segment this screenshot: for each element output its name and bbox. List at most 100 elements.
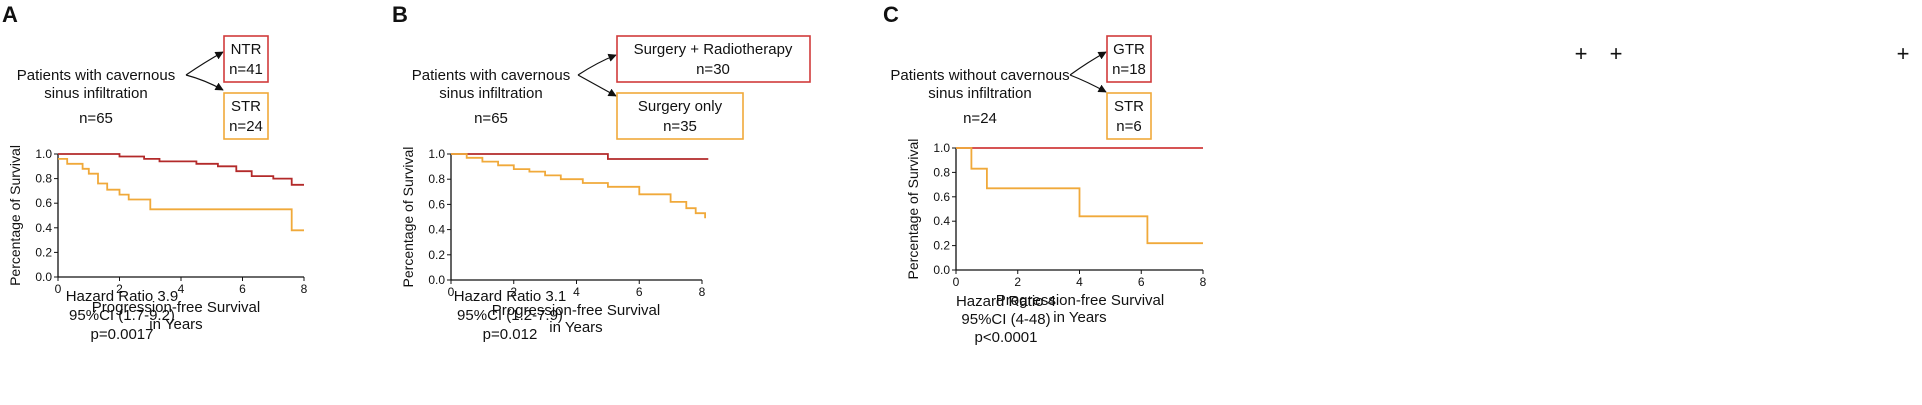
group-count: n=24 <box>229 118 263 135</box>
plus-mark: + <box>1575 41 1588 66</box>
hazard-ratio: Hazard Ratio 4 <box>956 293 1056 310</box>
group-label: Surgery + Radiotherapy <box>634 41 793 58</box>
y-tick-label: 1.0 <box>35 147 52 161</box>
y-tick-label: 0.2 <box>35 245 52 259</box>
y-tick-label: 0.8 <box>428 172 445 186</box>
group-label: Surgery only <box>638 98 723 115</box>
km-chart-a: 0.0 0.2 0.4 0.6 0.8 1.0 0 2 4 6 8 Progression-free … <box>7 145 308 333</box>
x-tick-label: 2 <box>1014 275 1021 289</box>
y-tick-label: 0.8 <box>35 172 52 186</box>
p-value: p=0.0017 <box>91 326 154 343</box>
y-tick-label: 0.0 <box>933 263 950 277</box>
survival-curve <box>451 153 706 219</box>
x-tick-label: 8 <box>301 282 308 296</box>
group-count: n=35 <box>663 118 697 135</box>
y-tick-label: 1.0 <box>428 147 445 161</box>
panel-description-line: Patients with cavernous <box>17 67 175 84</box>
survival-curve <box>451 153 709 160</box>
x-tick-label: 0 <box>953 275 960 289</box>
y-tick-label: 0.4 <box>933 214 950 228</box>
y-tick-label: 0.0 <box>35 270 52 284</box>
panel-description-line: sinus infiltration <box>439 85 542 102</box>
group-label: GTR <box>1113 41 1145 58</box>
group-box <box>1106 35 1152 83</box>
group-count: n=41 <box>229 61 263 78</box>
plus-mark: + <box>1610 41 1623 66</box>
branch-arrow <box>185 51 224 76</box>
group-box <box>616 92 744 140</box>
group-count: n=18 <box>1112 61 1146 78</box>
x-tick-label: 2 <box>510 285 517 299</box>
group-label: STR <box>231 98 261 115</box>
y-axis-title: Percentage of Survival <box>400 147 416 288</box>
plus-mark: + <box>1897 41 1910 66</box>
x-tick-label: 6 <box>1138 275 1145 289</box>
hazard-ratio: Hazard Ratio 3.9 <box>66 288 179 305</box>
x-tick-label: 4 <box>1076 275 1083 289</box>
group-count: n=6 <box>1116 118 1141 135</box>
panel-description-line: sinus infiltration <box>44 85 147 102</box>
group-label: STR <box>1114 98 1144 115</box>
x-tick-label: 4 <box>573 285 580 299</box>
panel-letter: A <box>2 2 18 27</box>
y-tick-label: 1.0 <box>933 141 950 155</box>
panel-b: B Patients with cavernous sinus infiltra… <box>392 2 811 343</box>
x-tick-label: 6 <box>636 285 643 299</box>
km-chart-b: 0.0 0.2 0.4 0.6 0.8 1.0 0 2 4 6 8 Progression-free … <box>400 147 709 336</box>
y-tick-label: 0.4 <box>35 221 52 235</box>
group-box <box>223 35 269 83</box>
x-tick-label: 6 <box>239 282 246 296</box>
x-tick-label: 2 <box>116 282 123 296</box>
confidence-interval: 95%CI (1.7-9.2) <box>69 307 175 324</box>
panel-a: A Patients with cavernous sinus infiltra… <box>2 2 308 343</box>
x-tick-label: 4 <box>178 282 185 296</box>
branch-arrow <box>577 53 617 76</box>
x-axis-title: Progression-free Survival <box>996 292 1164 309</box>
panel-letter: C <box>883 2 899 27</box>
panel-description-line: Patients with cavernous <box>412 67 570 84</box>
panel-description-line: sinus infiltration <box>928 85 1031 102</box>
p-value: p<0.0001 <box>975 329 1038 346</box>
y-tick-label: 0.8 <box>933 165 950 179</box>
survival-curve <box>956 147 1203 245</box>
confidence-interval: 95%CI (4-48) <box>961 311 1050 328</box>
y-tick-label: 0.6 <box>933 190 950 204</box>
y-tick-label: 0.0 <box>428 273 445 287</box>
x-axis-title: Progression-free Survival <box>92 299 260 316</box>
x-axis-title: in Years <box>549 319 602 336</box>
y-axis-title: Percentage of Survival <box>905 139 921 280</box>
x-axis-title: in Years <box>1053 309 1106 326</box>
x-tick-label: 8 <box>1200 275 1207 289</box>
panel-description-line: Patients without cavernous <box>890 67 1069 84</box>
y-axis-title: Percentage of Survival <box>7 145 23 286</box>
x-tick-label: 8 <box>699 285 706 299</box>
branch-arrow <box>577 74 617 97</box>
branch-arrow <box>1069 51 1107 76</box>
survival-curve <box>58 153 304 186</box>
km-chart-c: 0.0 0.2 0.4 0.6 0.8 1.0 0 2 4 6 8 Progression-free … <box>905 139 1207 326</box>
decor-marks: + + + <box>1575 41 1910 66</box>
branch-arrow <box>1069 74 1107 93</box>
panel-letter: B <box>392 2 408 27</box>
x-tick-label: 0 <box>448 285 455 299</box>
y-tick-label: 0.6 <box>35 196 52 210</box>
panel-description-line: n=24 <box>963 110 997 127</box>
hazard-ratio: Hazard Ratio 3.1 <box>454 288 567 305</box>
group-box <box>223 92 269 140</box>
group-count: n=30 <box>696 61 730 78</box>
x-axis-title: in Years <box>149 316 202 333</box>
group-box <box>1106 92 1152 140</box>
survival-curve <box>58 158 304 232</box>
group-box <box>616 35 811 83</box>
confidence-interval: 95%CI (1.2-7.9) <box>457 307 563 324</box>
x-tick-label: 0 <box>55 282 62 296</box>
panel-description-line: n=65 <box>79 110 113 127</box>
p-value: p=0.012 <box>483 326 538 343</box>
y-tick-label: 0.4 <box>428 223 445 237</box>
group-label: NTR <box>231 41 262 58</box>
panel-description-line: n=65 <box>474 110 508 127</box>
branch-arrow <box>185 74 224 91</box>
x-axis-title: Progression-free Survival <box>492 302 660 319</box>
